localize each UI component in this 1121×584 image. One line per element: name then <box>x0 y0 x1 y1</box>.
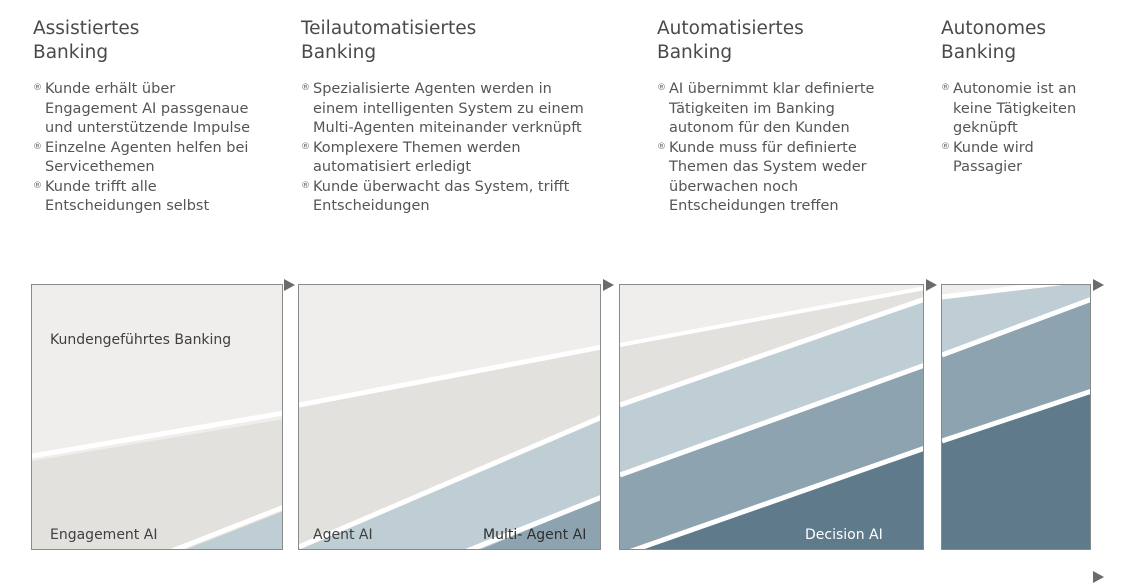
title-line: Banking <box>941 42 1017 63</box>
stage-panel-automatisiert: Decision AI <box>619 284 924 550</box>
label-decision-ai: Decision AI <box>805 527 883 543</box>
bullet: Kunde wird Passagier <box>941 138 1106 178</box>
arrow-right-icon <box>926 279 937 291</box>
stage-panel-autonom <box>941 284 1091 550</box>
label-engagement-ai: Engagement AI <box>50 527 158 543</box>
stage-title: Autonomes Banking <box>941 17 1046 65</box>
bullet: Kunde muss für definierte Themen das Sys… <box>657 138 892 217</box>
stage-title: Assistiertes Banking <box>33 17 139 65</box>
band-graphic <box>32 410 282 549</box>
band-graphic <box>299 344 600 549</box>
stage-title: Teilautomatisiertes Banking <box>301 17 476 65</box>
arrow-right-icon <box>1093 571 1104 583</box>
stage-panel-assistiert: Kundengeführtes Banking Engagement AI <box>31 284 283 550</box>
bullet: Komplexere Themen werden automatisiert e… <box>301 138 591 178</box>
bullet: Kunde überwacht das System, trifft Entsc… <box>301 177 591 217</box>
bullet: Einzelne Agenten helfen bei Servicetheme… <box>33 138 263 178</box>
title-line: Assistiertes <box>33 18 140 39</box>
bullet: Kunde trifft alle Entscheidungen selbst <box>33 177 263 217</box>
title-line: Automatisiertes <box>657 18 804 39</box>
bullet: Kunde erhält über Engagement AI passgena… <box>33 79 263 139</box>
bullet: Spezialisierte Agenten werden in einem i… <box>301 79 591 139</box>
bullet-list: Autonomie ist an keine Tätigkeiten geknü… <box>941 79 1106 178</box>
stage-panel-teilautomatisiert: Agent AI Multi- Agent AI <box>298 284 601 550</box>
title-line: Teilautomatisiertes <box>301 18 477 39</box>
band-graphic <box>942 285 1090 549</box>
stage-title: Automatisiertes Banking <box>657 17 804 65</box>
bullet-list: Spezialisierte Agenten werden in einem i… <box>301 79 591 217</box>
title-line: Banking <box>33 42 109 63</box>
title-line: Banking <box>657 42 733 63</box>
bullet-list: Kunde erhält über Engagement AI passgena… <box>33 79 263 217</box>
label-multi-agent-ai: Multi- Agent AI <box>483 527 587 543</box>
band-graphic <box>620 286 923 549</box>
title-line: Autonomes <box>941 18 1047 39</box>
title-line: Banking <box>301 42 377 63</box>
label-agent-ai: Agent AI <box>313 527 373 543</box>
arrow-right-icon <box>603 279 614 291</box>
arrow-right-icon <box>284 279 295 291</box>
bullet: AI übernimmt klar definierte Tätigkeiten… <box>657 79 892 139</box>
bullet-list: AI übernimmt klar definierte Tätigkeiten… <box>657 79 892 217</box>
label-kundengefuehrt: Kundengeführtes Banking <box>50 332 232 348</box>
arrow-right-icon <box>1093 279 1104 291</box>
bullet: Autonomie ist an keine Tätigkeiten geknü… <box>941 79 1106 139</box>
